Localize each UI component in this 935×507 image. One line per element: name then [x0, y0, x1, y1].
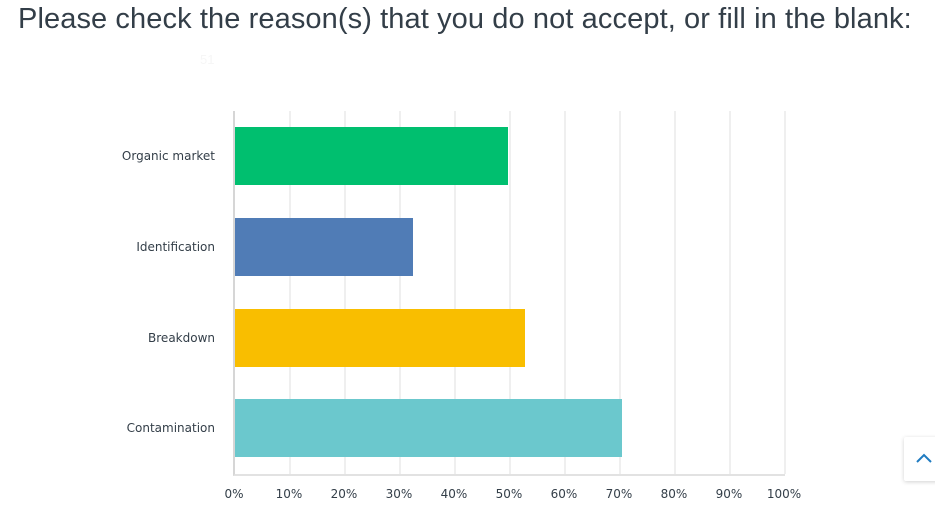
- bar-breakdown[interactable]: [235, 309, 525, 367]
- question-title: Please check the reason(s) that you do n…: [18, 3, 912, 35]
- x-tick-label: 30%: [385, 487, 413, 501]
- x-tick-label: 10%: [275, 487, 303, 501]
- gridline: [619, 111, 621, 474]
- gridline: [399, 111, 401, 474]
- gridline: [564, 111, 566, 474]
- gridline: [289, 111, 291, 474]
- gridline: [729, 111, 731, 474]
- x-tick-label: 70%: [605, 487, 633, 501]
- x-tick-label: 60%: [550, 487, 578, 501]
- x-tick-label: 0%: [224, 487, 244, 501]
- x-tick-label: 20%: [330, 487, 358, 501]
- gridline: [509, 111, 511, 474]
- gridline: [344, 111, 346, 474]
- scroll-to-top-button[interactable]: [904, 437, 935, 481]
- plot-area: [233, 111, 786, 476]
- gridline: [454, 111, 456, 474]
- category-label: Organic market: [121, 149, 215, 163]
- category-label: Identification: [136, 240, 215, 254]
- bar-contamination[interactable]: [235, 399, 623, 457]
- x-tick-label: 40%: [440, 487, 468, 501]
- bar-identification[interactable]: [235, 218, 414, 276]
- category-label: Breakdown: [148, 331, 215, 345]
- category-label: Contamination: [126, 421, 215, 435]
- gridline: [784, 111, 786, 474]
- response-summary: 51: [200, 52, 215, 67]
- bar-organic-market[interactable]: [235, 127, 509, 185]
- x-tick-label: 50%: [495, 487, 523, 501]
- x-tick-label: 100%: [766, 487, 802, 501]
- x-tick-label: 90%: [715, 487, 743, 501]
- x-tick-label: 80%: [660, 487, 688, 501]
- chevron-up-icon: [916, 453, 932, 463]
- gridline: [674, 111, 676, 474]
